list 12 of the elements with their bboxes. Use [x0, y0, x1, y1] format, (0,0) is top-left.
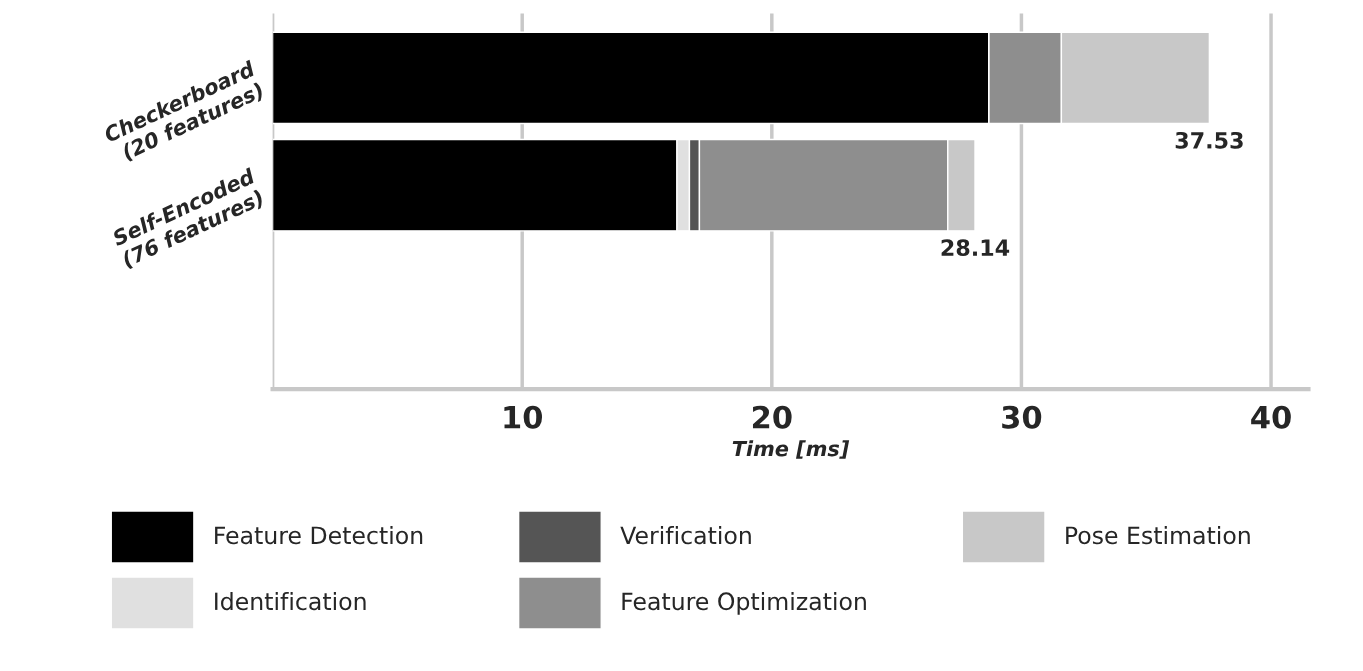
legend-label: Feature Detection [215, 525, 423, 545]
legend-label: Identification [215, 591, 366, 611]
total-label: 37.53 [1175, 131, 1243, 149]
x-tick-label: 40 [1251, 405, 1291, 429]
legend-label: Verification [620, 525, 751, 545]
legend-label: Pose Estimation [1066, 525, 1250, 545]
x-tick-label: 30 [1002, 405, 1042, 429]
x-axis-title: Time [ms] [732, 440, 850, 459]
x-tick-label: 10 [504, 405, 543, 429]
total-label: 28.14 [941, 239, 1010, 257]
legend-label: Feature Optimization [622, 591, 866, 615]
x-tick-label: 20 [752, 405, 792, 429]
